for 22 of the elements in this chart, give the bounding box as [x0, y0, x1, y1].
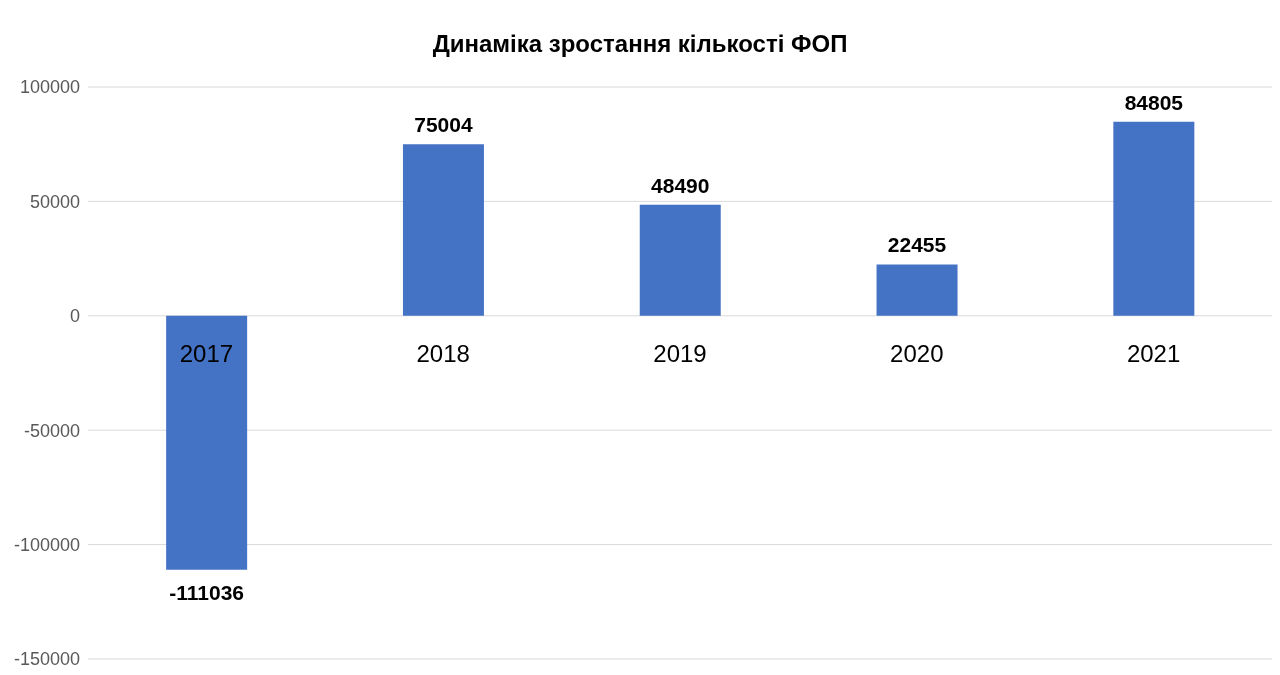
- data-label: 84805: [1124, 90, 1184, 114]
- data-label: 75004: [414, 113, 473, 137]
- y-tick-label: 100000: [19, 77, 80, 98]
- y-tick-label: -100000: [13, 534, 80, 555]
- y-tick-label: -150000: [13, 649, 80, 670]
- bar: [166, 315, 248, 570]
- data-label: -111036: [169, 580, 245, 604]
- x-tick-label: 2017: [179, 339, 234, 367]
- x-tick-label: 2019: [653, 339, 707, 367]
- bar: [402, 144, 484, 316]
- bar: [876, 264, 958, 316]
- y-tick-label: 0: [69, 306, 80, 327]
- x-tick-label: 2018: [416, 339, 470, 367]
- bar: [639, 204, 721, 316]
- x-tick-label: 2020: [890, 339, 944, 367]
- y-tick-label: -50000: [23, 420, 80, 441]
- x-tick-label: 2021: [1126, 339, 1181, 367]
- y-tick-label: 50000: [29, 191, 80, 212]
- data-label: 48490: [651, 173, 710, 197]
- data-label: 22455: [887, 233, 947, 257]
- chart-title: Динаміка зростання кількості ФОП: [431, 30, 849, 58]
- bar: [1113, 121, 1195, 316]
